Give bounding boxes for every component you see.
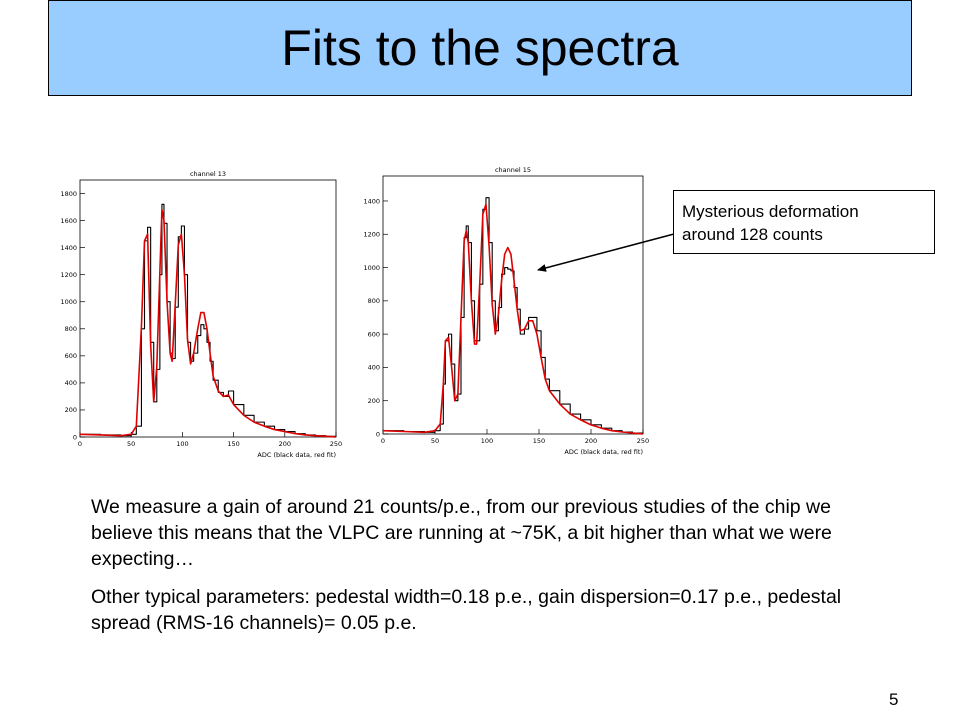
y-tick-label: 600	[65, 352, 77, 360]
plot-frame	[382, 175, 644, 435]
chart-title: channel 13	[190, 170, 226, 178]
x-tick-label: 200	[279, 440, 291, 448]
fit-series-line	[79, 208, 337, 438]
y-tick-label: 800	[65, 325, 77, 333]
plot-frame	[79, 179, 337, 438]
x-tick-label: 250	[637, 437, 649, 445]
y-tick-label: 800	[368, 297, 380, 305]
x-tick-label: 50	[431, 437, 439, 445]
y-tick-label: 200	[368, 397, 380, 405]
x-tick-label: 200	[585, 437, 597, 445]
y-tick-label: 1400	[60, 244, 77, 252]
paragraph-gain: We measure a gain of around 21 counts/p.…	[91, 496, 832, 570]
chart-channel-13: channel 13 0 50 100 150 200 250 0 200 400 600 800 10…	[58, 163, 348, 463]
y-tick-label: 400	[65, 379, 77, 387]
annotation-callout: Mysterious deformation around 128 counts	[673, 190, 935, 254]
chart-channel-15: channel 15 0 50 100 150 200 250 0 200 400 600 800 10…	[360, 160, 660, 465]
x-tick-label: 250	[330, 440, 342, 448]
chart-title: channel 15	[495, 166, 531, 174]
y-tick-label: 1400	[363, 197, 380, 205]
data-series-line	[80, 203, 337, 437]
y-tick-label: 1200	[60, 271, 77, 279]
y-tick-label: 0	[73, 433, 77, 441]
chart-svg: channel 15 0 50 100 150 200 250 0 200 400 600 800 10…	[363, 166, 649, 456]
x-tick-label: 50	[127, 440, 135, 448]
page-number: 5	[889, 690, 899, 709]
x-tick-label: 150	[533, 437, 545, 445]
callout-line-1: Mysterious deformation	[682, 202, 859, 221]
y-tick-label: 1800	[60, 190, 77, 198]
y-tick-label: 200	[65, 406, 77, 414]
y-tick-label: 600	[368, 330, 380, 338]
y-tick-label: 400	[368, 364, 380, 372]
y-tick-label: 0	[376, 430, 380, 438]
data-series-line	[383, 197, 644, 434]
y-tick-label: 1000	[363, 264, 380, 272]
title-bar: Fits to the spectra	[48, 0, 912, 96]
x-tick-label: 0	[78, 440, 82, 448]
x-tick-label: 0	[381, 437, 385, 445]
y-tick-label: 1200	[363, 231, 380, 239]
x-tick-label: 150	[227, 440, 239, 448]
paragraph-parameters: Other typical parameters: pedestal width…	[91, 586, 842, 634]
fit-series-line	[382, 203, 644, 435]
x-tick-label: 100	[481, 437, 493, 445]
x-axis-label: ADC (black data, red fit)	[257, 451, 336, 459]
slide-title: Fits to the spectra	[281, 20, 679, 76]
y-tick-label: 1600	[60, 217, 77, 225]
x-axis-label: ADC (black data, red fit)	[564, 448, 643, 456]
x-tick-label: 100	[176, 440, 188, 448]
body-text: We measure a gain of around 21 counts/p.…	[91, 494, 881, 648]
y-tick-label: 1000	[60, 298, 77, 306]
callout-line-2: around 128 counts	[682, 225, 823, 244]
chart-svg: channel 13 0 50 100 150 200 250 0 200 400 600 800 10…	[60, 170, 342, 459]
